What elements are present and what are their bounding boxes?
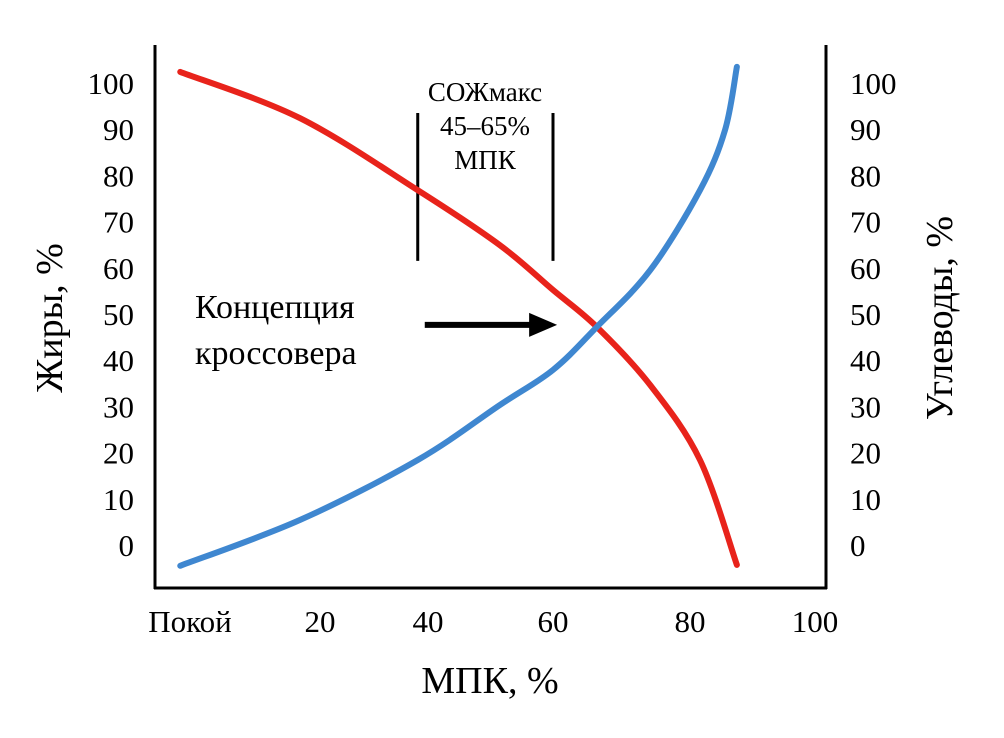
y-tick-label-left: 50 bbox=[103, 297, 134, 332]
y-tick-label-left: 80 bbox=[103, 158, 134, 193]
x-axis-title: МПК, % bbox=[421, 660, 558, 702]
series-line-carbs bbox=[177, 63, 740, 569]
x-tick-label: 20 bbox=[305, 604, 336, 639]
y-tick-label-left: 40 bbox=[103, 343, 134, 378]
y-tick-label-left: 60 bbox=[103, 251, 134, 286]
range-label-line-3: МПК bbox=[454, 145, 517, 175]
y-tick-label-left: 10 bbox=[103, 482, 134, 517]
vo2max-range-annotation: СОЖмакс 45–65% МПК bbox=[416, 77, 555, 261]
y-tick-label-right: 30 bbox=[850, 389, 881, 424]
right-tick-labels: 0 10 20 30 40 50 60 70 80 90 100 bbox=[850, 66, 897, 563]
crossover-label-line-2: кроссовера bbox=[195, 335, 357, 372]
x-tick-label: 100 bbox=[792, 604, 839, 639]
y-tick-label-left: 70 bbox=[103, 205, 134, 240]
y-axis-right-title: Углеводы, % bbox=[919, 216, 961, 420]
x-tick-label: 40 bbox=[413, 604, 444, 639]
crossover-label-line-1: Концепция bbox=[195, 289, 355, 326]
left-tick-labels: 0 10 20 30 40 50 60 70 80 90 100 bbox=[88, 66, 135, 563]
y-tick-label-left: 30 bbox=[103, 389, 134, 424]
y-tick-label-right: 0 bbox=[850, 528, 866, 563]
y-tick-label-right: 100 bbox=[850, 66, 897, 101]
x-tick-labels: Покой 20 40 60 80 100 bbox=[148, 604, 838, 639]
arrow bbox=[424, 312, 558, 337]
y-axis-left-title: Жиры, % bbox=[29, 243, 71, 393]
y-tick-label-right: 80 bbox=[850, 158, 881, 193]
y-tick-label-left: 100 bbox=[88, 66, 135, 101]
y-tick-label-left: 20 bbox=[103, 436, 134, 471]
x-tick-label: 60 bbox=[538, 604, 569, 639]
y-tick-label-right: 20 bbox=[850, 436, 881, 471]
x-tick-label: Покой bbox=[148, 604, 231, 639]
y-tick-label-left: 0 bbox=[119, 528, 135, 563]
y-tick-label-right: 50 bbox=[850, 297, 881, 332]
y-tick-label-right: 70 bbox=[850, 205, 881, 240]
x-tick-label: 80 bbox=[675, 604, 706, 639]
y-tick-label-right: 40 bbox=[850, 343, 881, 378]
y-tick-label-left: 90 bbox=[103, 112, 134, 147]
range-label-line-2: 45–65% bbox=[440, 111, 530, 141]
series bbox=[177, 63, 740, 569]
axes bbox=[153, 45, 828, 590]
y-tick-label-right: 10 bbox=[850, 482, 881, 517]
range-label-line-1: СОЖмакс bbox=[428, 77, 542, 107]
y-tick-label-right: 90 bbox=[850, 112, 881, 147]
y-tick-label-right: 60 bbox=[850, 251, 881, 286]
arrow-head bbox=[529, 312, 558, 337]
series-line-fats bbox=[177, 68, 740, 568]
